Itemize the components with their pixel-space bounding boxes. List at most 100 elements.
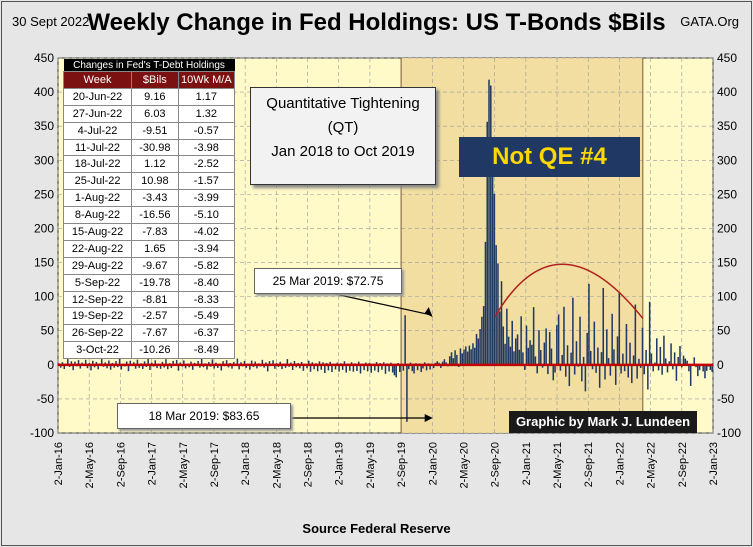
table-cell-ma: -4.02 [177, 223, 236, 241]
bar [175, 359, 178, 365]
bar [441, 361, 444, 365]
bar [540, 350, 542, 365]
bar [225, 360, 228, 365]
table-header-week: Week [62, 71, 133, 89]
bar [309, 364, 312, 372]
bar [609, 364, 612, 376]
x-tick-label: 2-Sep-21 [583, 442, 595, 487]
bar [120, 364, 123, 370]
header-org: GATA.Org [680, 14, 739, 29]
bar [366, 364, 369, 372]
table-cell-bils: 6.03 [131, 104, 179, 123]
table-cell-ma: -6.37 [177, 324, 236, 343]
table-row: 19-Sep-22 -2.57 -5.49 [62, 307, 236, 326]
table-cell-week: 25-Jul-22 [62, 172, 133, 191]
table-caption: Changes in Fed's T-Debt Holdings [63, 59, 235, 72]
table-cell-week: 15-Aug-22 [62, 223, 133, 241]
bar [402, 364, 405, 371]
bar [616, 336, 619, 365]
bar [497, 263, 499, 365]
bar [79, 364, 82, 369]
bar [343, 361, 346, 365]
bar [698, 364, 701, 371]
qt-line-1: Quantitative Tightening [266, 95, 420, 112]
bar [236, 358, 239, 365]
bar [172, 360, 174, 365]
bar [648, 301, 651, 365]
bar [663, 335, 665, 365]
bar [543, 342, 546, 365]
bar [627, 364, 629, 378]
bar [443, 359, 446, 365]
x-tick-label: 2-May-17 [178, 442, 190, 488]
table-cell-week: 27-Jun-22 [62, 104, 133, 123]
bar [466, 351, 469, 365]
bar [693, 357, 696, 365]
y-tick-label-left: 200 [34, 221, 54, 235]
bar [550, 348, 553, 365]
y-tick-label-left: 150 [34, 256, 54, 270]
bar [404, 315, 406, 365]
table-cell-bils: 1.12 [131, 155, 179, 174]
bar [233, 361, 235, 365]
bar [554, 364, 556, 373]
bar [250, 360, 253, 365]
table-cell-bils: -9.51 [131, 121, 179, 140]
bar [72, 364, 74, 371]
bar [639, 364, 642, 369]
table-cell-week: 1-Aug-22 [62, 189, 133, 208]
bar [127, 364, 130, 372]
bar [473, 347, 476, 365]
bar [606, 329, 608, 365]
bar [97, 364, 99, 370]
bar [311, 362, 314, 365]
bar [484, 241, 487, 365]
bar [705, 364, 708, 371]
bar [350, 362, 353, 365]
bar [573, 364, 576, 375]
bar [199, 364, 201, 368]
bar [129, 360, 132, 365]
bar [463, 349, 465, 365]
bar [156, 364, 158, 369]
bar [589, 350, 592, 365]
y-tick-label-right: 350 [717, 119, 737, 133]
bar [611, 313, 613, 365]
arrowhead-mar25 [424, 307, 433, 318]
bar [572, 297, 574, 365]
x-tick-label: 2-Jan-23 [708, 442, 720, 485]
bar [307, 360, 310, 365]
table-cell-bils: -10.26 [131, 341, 179, 360]
table-cell-bils: -2.57 [131, 307, 179, 326]
bar [536, 364, 538, 374]
bar [142, 364, 144, 369]
y-tick-label-left: 0 [47, 358, 54, 372]
bar [395, 364, 397, 378]
y-tick-label-right: 50 [717, 324, 731, 338]
bar [359, 364, 362, 374]
x-tick-label: 2-Jan-22 [614, 442, 626, 485]
x-tick-label: 2-May-19 [365, 442, 377, 488]
bar [475, 333, 478, 365]
bar [300, 361, 303, 365]
x-tick-label: 2-May-16 [84, 442, 96, 488]
bar [329, 361, 331, 365]
bar [682, 355, 685, 365]
bar [652, 364, 654, 372]
bar [681, 364, 683, 368]
bar [679, 346, 681, 365]
bar [256, 364, 258, 369]
annotation-mar18: 18 Mar 2019: $83.65 [117, 403, 291, 429]
bar [556, 325, 558, 365]
bar [331, 364, 333, 373]
bar [295, 364, 298, 368]
bar [491, 153, 494, 365]
bar [618, 293, 621, 365]
bar [190, 361, 192, 365]
y-tick-label-left: 350 [34, 119, 54, 133]
table-cell-ma: -5.82 [177, 256, 236, 275]
bar [702, 364, 704, 372]
bar [448, 356, 451, 365]
shaded-period [401, 58, 643, 433]
x-tick-label: 2-Sep-18 [303, 442, 315, 487]
